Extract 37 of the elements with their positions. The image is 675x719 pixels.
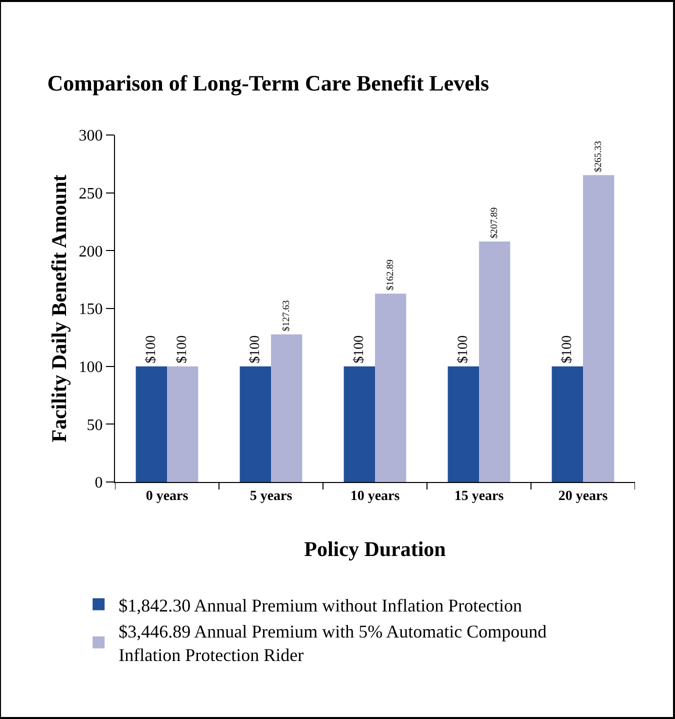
x-tick-label: 0 years xyxy=(146,488,189,504)
bar xyxy=(375,294,406,482)
x-tick-label: 5 years xyxy=(250,488,293,504)
y-tick-label: 0 xyxy=(94,474,103,492)
y-tick-label: 200 xyxy=(78,243,103,260)
data-label: $265.33 xyxy=(593,140,604,172)
bar xyxy=(479,242,510,482)
data-label: $100 xyxy=(560,335,575,364)
data-label: $100 xyxy=(248,335,263,364)
bar xyxy=(552,366,583,482)
y-tick-label: 250 xyxy=(78,185,103,202)
y-tick-label: 150 xyxy=(78,301,103,318)
data-label: $100 xyxy=(456,335,471,364)
y-tick-label: 100 xyxy=(78,358,103,376)
x-tick-label: 15 years xyxy=(454,488,504,504)
legend-label: $3,446.89 Annual Premium with 5% Automatic Compound Inflation Protection Rider xyxy=(118,622,547,666)
data-label: $127.63 xyxy=(281,300,292,332)
y-tick-label: 300 xyxy=(78,128,103,145)
bar xyxy=(136,366,167,482)
x-axis-title: Policy Duration xyxy=(304,537,446,561)
bar xyxy=(240,366,271,482)
x-tick-label: 20 years xyxy=(558,488,608,504)
legend-label: $1,842.30 Annual Premium without Inflation Protection xyxy=(118,595,522,616)
data-label: $100 xyxy=(352,335,367,364)
bar xyxy=(167,366,198,482)
data-label: $100 xyxy=(175,335,190,364)
data-label: $162.89 xyxy=(385,259,396,291)
bar xyxy=(448,366,479,482)
x-tick-label: 10 years xyxy=(350,488,400,504)
y-tick-label: 50 xyxy=(86,416,103,434)
y-axis-title: Facility Daily Benefit Amount xyxy=(46,174,71,442)
data-label: $207.89 xyxy=(489,207,500,239)
data-label: $100 xyxy=(144,335,159,364)
bar xyxy=(271,334,302,482)
chart-title: Comparison of Long-Term Care Benefit Levels xyxy=(47,70,490,96)
bar xyxy=(344,366,375,482)
bar xyxy=(583,175,614,482)
